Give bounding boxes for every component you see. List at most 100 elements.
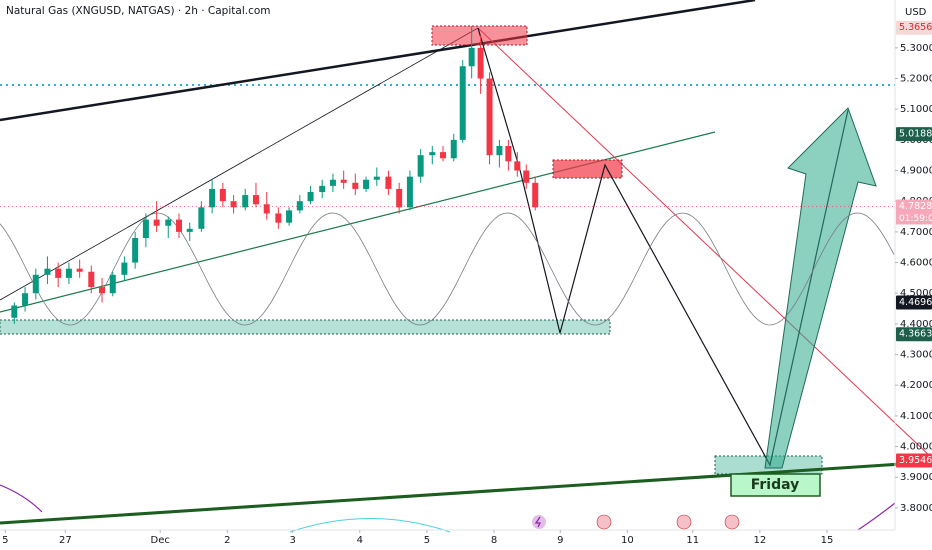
candle-body (32, 274, 39, 294)
candle-body (121, 262, 128, 275)
trend-line (0, 131, 716, 313)
event-icon (676, 514, 692, 530)
y-tick-label: 5.3000 (900, 43, 932, 54)
curve (0, 484, 43, 513)
y-tick-label: 3.8000 (900, 503, 932, 514)
candle-body (459, 66, 466, 140)
event-icon (596, 514, 612, 530)
event-icon (724, 514, 740, 530)
price-label: 4.4696 (899, 297, 932, 308)
candle-body (165, 219, 172, 226)
price-label-bg (896, 127, 932, 142)
y-tick-label: 4.0000 (900, 442, 932, 453)
x-tick-label: 12 (753, 535, 766, 546)
x-tick-label: 4 (357, 535, 363, 546)
drawings (0, 0, 932, 533)
resistance-zone (431, 25, 528, 46)
price-label-bg (896, 295, 932, 310)
trend-line (0, 0, 756, 122)
candle-body (496, 145, 503, 156)
candle-body (417, 155, 424, 177)
candle-body (132, 238, 139, 263)
candle-body (76, 268, 83, 272)
trend-line (0, 27, 479, 301)
support-zone (0, 319, 611, 335)
y-tick-label: 4.7000 (900, 227, 932, 238)
curve (289, 518, 451, 533)
candle-body (373, 176, 380, 180)
candle-body (396, 188, 403, 208)
y-tick-label: 4.9000 (900, 166, 932, 177)
y-tick-label: 3.9000 (900, 472, 932, 483)
y-tick-label: 4.3000 (900, 350, 932, 361)
y-tick-label: 4.5000 (900, 288, 932, 299)
candle-body (296, 201, 303, 211)
x-tick-label: 3 (289, 535, 295, 546)
candle-body (440, 152, 447, 159)
candle-body (505, 145, 512, 162)
x-tick-label: 15 (821, 535, 834, 546)
candle-body (385, 176, 392, 189)
y-tick-label: 5.1000 (900, 104, 932, 115)
candle-body (532, 182, 539, 208)
price-label-bg (896, 453, 932, 468)
x-tick-label: 5 (424, 535, 430, 546)
price-label: 5.0188 (899, 129, 932, 140)
candle-body (340, 179, 347, 183)
candle-body (109, 274, 116, 294)
candle-body (11, 305, 18, 318)
trend-line (0, 460, 932, 525)
annotation-box (730, 473, 821, 497)
cycle-wave (0, 212, 895, 326)
x-tick-label: Dec (151, 535, 170, 546)
candle-body (514, 161, 521, 171)
countdown: 01:59:08 (899, 214, 932, 224)
candle-body (55, 268, 62, 278)
curve (857, 502, 896, 531)
candle-body (186, 228, 193, 232)
price-label-bg (896, 327, 932, 342)
y-tick-label: 4.6000 (900, 258, 932, 269)
candle-body (352, 182, 359, 189)
event-icon (534, 516, 542, 528)
candle-body (22, 293, 29, 306)
x-tick-label: 5 (2, 535, 8, 546)
x-tick-label: 11 (686, 535, 699, 546)
candle-body (468, 47, 475, 67)
candle-body (329, 179, 336, 186)
candle-body (319, 185, 326, 193)
candle-body (176, 219, 182, 232)
candle-body (252, 195, 259, 205)
y-tick-label: 4.2000 (900, 380, 932, 391)
y-tick-label: 4.4000 (900, 319, 932, 330)
candle-body (429, 152, 436, 156)
resistance-zone (552, 159, 623, 179)
candle-body (99, 287, 106, 294)
candle-body (263, 204, 270, 214)
candle-body (286, 210, 293, 223)
price-label: 3.9546 (899, 455, 932, 466)
currency-label: USD (905, 7, 927, 18)
y-tick-label: 4.1000 (900, 411, 932, 422)
candle-body (242, 195, 249, 208)
candle-body (450, 139, 457, 159)
candle-body (523, 170, 530, 183)
chart-title: Natural Gas (XNGUSD, NATGAS) · 2h · Capi… (6, 5, 271, 17)
x-tick-label: 9 (557, 535, 563, 546)
candle-body (44, 268, 51, 275)
candle-body (209, 188, 216, 208)
candle-body (142, 219, 149, 239)
candle-body (153, 219, 160, 226)
candle-body (477, 47, 484, 79)
countdown-bg (896, 212, 932, 225)
price-label: 4.3663 (899, 329, 932, 340)
candle-body (486, 78, 493, 156)
candle-body (275, 213, 282, 223)
price-label-bg (896, 199, 932, 214)
x-tick-label: 27 (59, 535, 72, 546)
candle-body (363, 179, 370, 189)
x-tick-label: 8 (491, 535, 497, 546)
annotation: Friday (751, 477, 800, 493)
candle-body (198, 207, 205, 229)
